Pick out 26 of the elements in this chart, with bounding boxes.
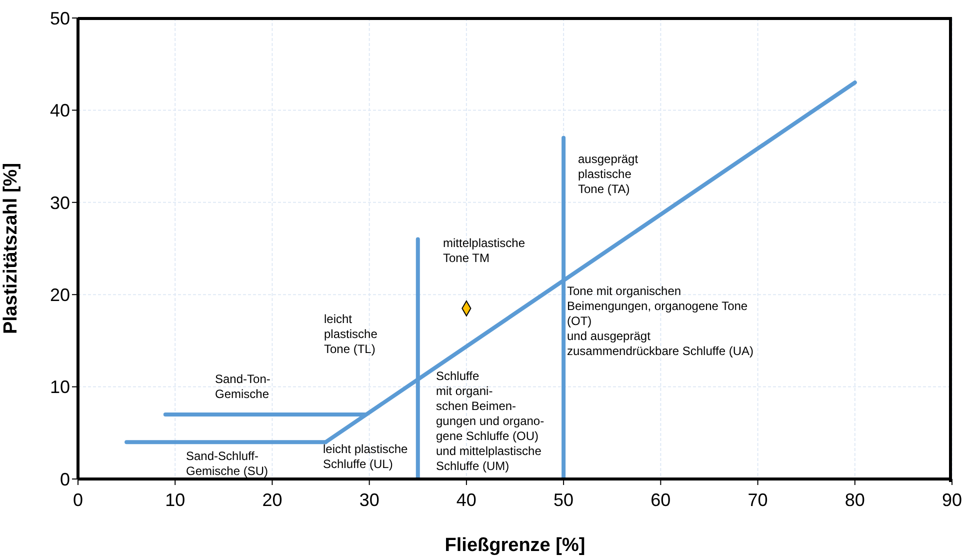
annotation: leicht plastische Schluffe (UL) bbox=[323, 442, 408, 472]
x-tick-label: 30 bbox=[359, 490, 380, 510]
x-tick-label: 40 bbox=[456, 490, 476, 510]
y-tick-label: 40 bbox=[50, 100, 70, 121]
annotation: mittelplastische Tone TM bbox=[443, 236, 526, 266]
y-tick-label: 30 bbox=[50, 192, 70, 213]
y-tick-label: 50 bbox=[50, 8, 70, 28]
x-tick-label: 10 bbox=[165, 490, 186, 510]
x-tick-label: 0 bbox=[72, 490, 84, 510]
annotation: Sand-Schluff- Gemische (SU) bbox=[186, 449, 268, 479]
y-tick-label: 20 bbox=[50, 284, 70, 305]
x-tick-label: 20 bbox=[262, 490, 282, 510]
annotation: ausgeprägt plastische Tone (TA) bbox=[578, 152, 638, 197]
y-tick-label: 0 bbox=[60, 469, 70, 490]
y-axis-title: Plastizitätszahl [%] bbox=[0, 162, 22, 334]
x-tick-label: 80 bbox=[844, 490, 865, 510]
y-tick-label: 10 bbox=[50, 377, 70, 398]
x-tick-label: 70 bbox=[748, 490, 768, 510]
x-tick-label: 90 bbox=[942, 490, 962, 510]
annotation: Schluffe mit organi- schen Beimen- gungen und organo- gene Schluffe (OU) und mittelplastische Schluffe (UM) bbox=[436, 369, 544, 474]
x-axis-title: Fließgrenze [%] bbox=[444, 535, 586, 556]
annotation: Tone mit organischen Beimengungen, organogene Tone (OT) und ausgeprägt zusammendrückbare Schluffe (UA) bbox=[567, 284, 754, 359]
annotation: leicht plastische Tone (TL) bbox=[324, 312, 378, 357]
annotation: Sand-Ton- Gemische bbox=[215, 372, 270, 402]
x-tick-label: 50 bbox=[554, 490, 574, 510]
x-tick-label: 60 bbox=[650, 490, 671, 510]
